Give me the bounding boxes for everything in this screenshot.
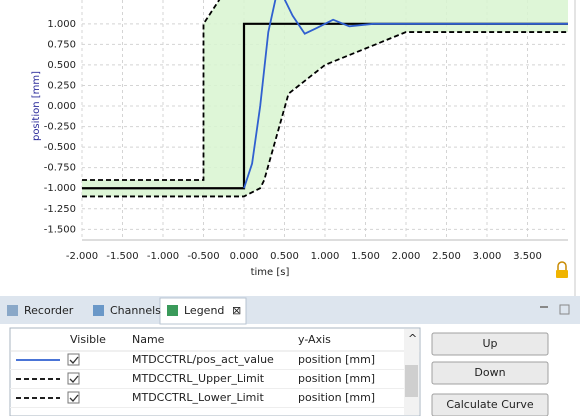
x-axis-label: time [s] [251, 267, 290, 278]
y-tick-label: -1.500 [44, 224, 76, 235]
y-tick-label: 0.500 [47, 60, 76, 71]
maximize[interactable] [559, 304, 570, 315]
x-tick-label: 3.500 [513, 251, 542, 262]
scroll-thumb[interactable] [405, 365, 418, 397]
button[interactable] [431, 361, 549, 385]
channels-icon [93, 305, 104, 316]
x-tick-label: 0.000 [230, 251, 259, 262]
x-tick-label: -0.500 [187, 251, 219, 262]
series-name: MTDCCTRL_Upper_Limit [132, 372, 265, 385]
tab-label[interactable]: Recorder [24, 304, 74, 317]
y-tick-label: -0.750 [44, 163, 76, 174]
button-label[interactable]: Down [474, 366, 505, 379]
column-header: y-Axis [298, 333, 331, 346]
series-axis: position [mm] [298, 372, 375, 385]
tab-label[interactable]: Legend [184, 304, 224, 317]
plot: -2.000 -1.500 -1.000 -0.500 0.000 0.500 1.000 1… [44, 0, 568, 262]
button-label[interactable]: Calculate Curve [446, 398, 534, 411]
checkmark [69, 375, 79, 383]
bottom-panel: ⊠ Recorder Channels Legend Visible Name y-Axi… [0, 296, 580, 416]
y-tick-label: 0.000 [47, 101, 76, 112]
x-tick-label: 0.500 [270, 251, 299, 262]
y-tick-label: -0.250 [44, 122, 76, 133]
y-tick-label: -1.000 [44, 183, 76, 194]
x-tick-label: 3.000 [473, 251, 502, 262]
y-tick-label: 1.000 [47, 19, 76, 30]
close-icon[interactable]: ⊠ [232, 304, 241, 317]
checkmark [69, 356, 79, 364]
checkbox[interactable] [67, 372, 80, 385]
y-tick-label: 0.250 [47, 80, 76, 91]
x-tick-label: 2.500 [432, 251, 461, 262]
sort-arrow: ^ [408, 332, 417, 345]
y-tick-label: -1.250 [44, 204, 76, 215]
tab-label[interactable]: Channels [110, 304, 161, 317]
x-tick-label: -2.000 [66, 251, 98, 262]
recorder-icon [7, 305, 18, 316]
series-axis: position [mm] [298, 391, 375, 404]
y-tick-label: 0.750 [47, 39, 76, 50]
checkmark [69, 394, 79, 402]
series-axis: position [mm] [298, 353, 375, 366]
column-header: Visible [70, 333, 106, 346]
lock-icon [556, 261, 568, 278]
x-tick-label: 1.500 [351, 251, 380, 262]
button[interactable] [431, 332, 549, 356]
button[interactable] [431, 393, 549, 416]
series-line [243, 0, 568, 189]
x-tick-label: -1.000 [147, 251, 179, 262]
x-tick-label: 1.000 [311, 251, 340, 262]
series-name: MTDCCTRL_Lower_Limit [132, 391, 264, 404]
button-label[interactable]: Up [482, 337, 497, 350]
checkbox[interactable] [67, 391, 80, 404]
minimize[interactable] [540, 306, 548, 308]
legend-icon [167, 305, 178, 316]
checkbox[interactable] [67, 353, 80, 366]
series-name: MTDCCTRL/pos_act_value [132, 353, 274, 366]
series-line [82, 31, 568, 198]
y-axis-label: position [mm] [31, 71, 42, 141]
tab-bar [0, 296, 580, 324]
y-tick-label: -0.500 [44, 142, 76, 153]
column-header: Name [132, 333, 165, 346]
series-line [82, 0, 221, 181]
x-tick-label: 2.000 [392, 251, 421, 262]
x-tick-label: -1.500 [106, 251, 138, 262]
